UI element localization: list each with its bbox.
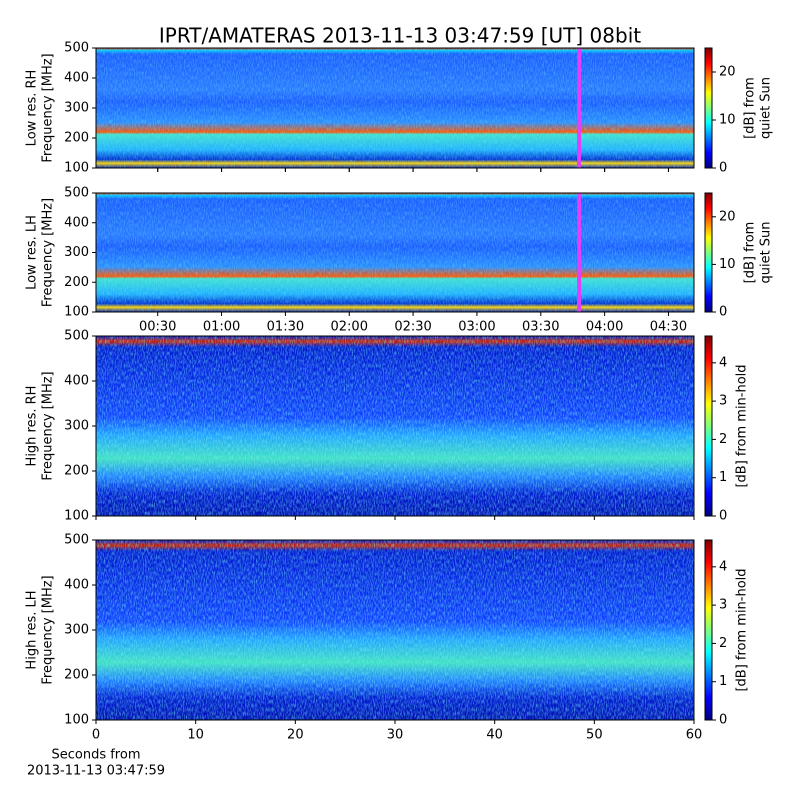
y-axis-label: Frequency [MHz] [41, 371, 56, 480]
y-tick-label: 300 [64, 419, 89, 434]
y-tick-label: 400 [64, 215, 89, 230]
x-tick-label: 60 [686, 728, 703, 743]
colorbar-tick-label: 0 [719, 161, 727, 176]
spectrogram-noise [96, 193, 694, 312]
colorbar-tick-label: 1 [719, 470, 727, 485]
x-tick-label: 20 [287, 728, 304, 743]
y-tick-label: 300 [64, 101, 89, 116]
x-tick-label: 02:30 [394, 320, 431, 335]
x-tick-label: 00:30 [139, 320, 176, 335]
y-tick-label: 100 [64, 509, 89, 524]
x-tick-label: 03:00 [458, 320, 495, 335]
colorbar-tick-label: 0 [719, 713, 727, 728]
x-axis-label: 2013-11-13 03:47:59 [27, 764, 165, 779]
colorbar-label: [dB] from min-hold [735, 364, 750, 487]
y-axis-label: Frequency [MHz] [41, 575, 56, 684]
y-axis-label: Frequency [MHz] [41, 53, 56, 162]
y-tick-label: 200 [64, 275, 89, 290]
y-axis-label: Low res. LH [25, 215, 40, 290]
x-tick-label: 03:30 [522, 320, 559, 335]
y-tick-label: 100 [64, 305, 89, 320]
y-tick-label: 300 [64, 623, 89, 638]
y-tick-label: 500 [64, 329, 89, 344]
y-tick-label: 500 [64, 186, 89, 201]
spectrogram-noise [96, 540, 694, 720]
y-tick-label: 200 [64, 464, 89, 479]
y-tick-label: 300 [64, 245, 89, 260]
y-tick-label: 500 [64, 533, 89, 548]
colorbar-tick-label: 1 [719, 674, 727, 689]
colorbar [704, 335, 713, 517]
x-tick-label: 04:30 [650, 320, 687, 335]
colorbar-tick-label: 0 [719, 509, 727, 524]
colorbar-label: [dB] from min-hold [735, 568, 750, 691]
colorbar-tick-label: 2 [719, 432, 727, 447]
colorbar-tick-label: 10 [719, 113, 736, 128]
y-tick-label: 400 [64, 71, 89, 86]
x-tick-label: 02:00 [331, 320, 368, 335]
colorbar-tick-label: 0 [719, 305, 727, 320]
spectrogram-noise [96, 336, 694, 516]
colorbar-tick-label: 10 [719, 257, 736, 272]
y-tick-label: 200 [64, 668, 89, 683]
colorbar-tick-label: 20 [719, 209, 736, 224]
colorbar-tick-label: 4 [719, 559, 727, 574]
colorbar [704, 47, 713, 169]
y-tick-label: 400 [64, 578, 89, 593]
colorbar-tick-label: 4 [719, 355, 727, 370]
x-tick-label: 40 [486, 728, 503, 743]
y-axis-label: High res. LH [25, 590, 40, 669]
x-tick-label: 01:00 [203, 320, 240, 335]
y-axis-label: High res. RH [25, 386, 40, 467]
x-tick-label: 0 [92, 728, 100, 743]
colorbar-tick-label: 3 [719, 394, 727, 409]
colorbar [704, 192, 713, 313]
colorbar-tick-label: 3 [719, 598, 727, 613]
colorbar [704, 539, 713, 721]
y-axis-label: Frequency [MHz] [41, 198, 56, 307]
y-tick-label: 100 [64, 161, 89, 176]
y-tick-label: 500 [64, 41, 89, 56]
x-tick-label: 50 [586, 728, 603, 743]
colorbar-label: quiet Sun [759, 221, 774, 283]
y-tick-label: 200 [64, 131, 89, 146]
colorbar-label: quiet Sun [759, 77, 774, 139]
figure-title: IPRT/AMATERAS 2013-11-13 03:47:59 [UT] 0… [159, 24, 641, 48]
y-axis-label: Low res. RH [25, 70, 40, 147]
colorbar-label: [dB] from [743, 222, 758, 284]
x-axis-label: Seconds from [51, 748, 140, 763]
x-tick-label: 30 [387, 728, 404, 743]
y-tick-label: 400 [64, 374, 89, 389]
colorbar-label: [dB] from [743, 77, 758, 139]
spectrogram-noise [96, 48, 694, 168]
colorbar-tick-label: 2 [719, 636, 727, 651]
x-tick-label: 01:30 [267, 320, 304, 335]
x-tick-label: 10 [187, 728, 204, 743]
x-tick-label: 04:00 [586, 320, 623, 335]
colorbar-tick-label: 20 [719, 65, 736, 80]
y-tick-label: 100 [64, 713, 89, 728]
